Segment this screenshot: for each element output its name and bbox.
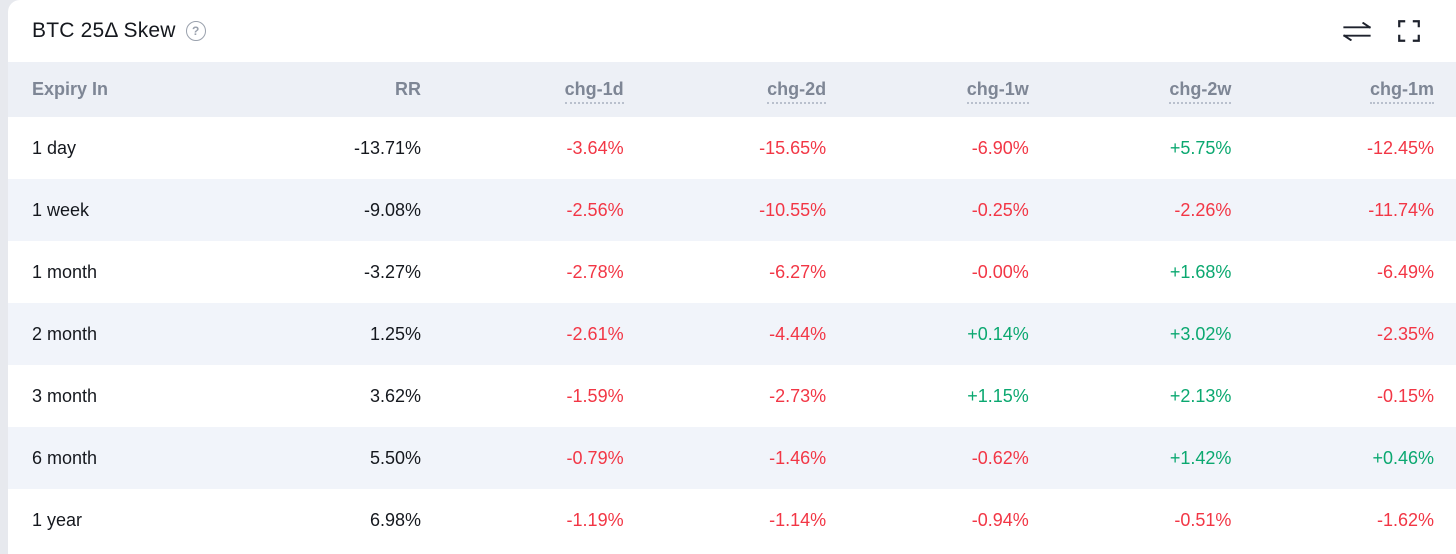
cell-chg-1d: -1.19% — [566, 509, 624, 530]
table-row: 1 week -9.08% -2.56% -10.55% -0.25% -2.2… — [8, 179, 1456, 241]
cell-rr: -9.08% — [363, 199, 421, 220]
table-row: 1 month -3.27% -2.78% -6.27% -0.00% +1.6… — [8, 241, 1456, 303]
table-row: 3 month 3.62% -1.59% -2.73% +1.15% +2.13… — [8, 365, 1456, 427]
page-title: BTC 25Δ Skew — [32, 19, 176, 42]
cell-chg-2w: +2.13% — [1169, 385, 1232, 406]
cell-chg-2w: +3.02% — [1169, 323, 1232, 344]
col-header-chg-1m-label[interactable]: chg-1m — [1369, 79, 1434, 104]
cell-rr: 6.98% — [369, 509, 421, 530]
cell-chg-2w: +5.75% — [1169, 137, 1232, 158]
cell-chg-2d: -2.73% — [769, 385, 827, 406]
col-header-chg-1m[interactable]: chg-1m — [1253, 62, 1456, 117]
cell-chg-2d: -15.65% — [759, 137, 827, 158]
cell-expiry: 2 month — [32, 323, 98, 344]
cell-chg-2d: -1.14% — [769, 509, 827, 530]
table-row: 6 month 5.50% -0.79% -1.46% -0.62% +1.42… — [8, 427, 1456, 489]
col-header-chg-2d-label[interactable]: chg-2d — [767, 79, 827, 104]
swap-icon[interactable] — [1342, 21, 1372, 41]
cell-chg-1w: -0.25% — [971, 199, 1029, 220]
cell-chg-1w: -6.90% — [971, 137, 1029, 158]
cell-chg-1w: +1.15% — [967, 385, 1029, 406]
cell-chg-1d: -0.79% — [566, 447, 624, 468]
cell-chg-1m: -1.62% — [1376, 509, 1434, 530]
cell-chg-2w: -2.26% — [1174, 199, 1232, 220]
cell-chg-1m: -6.49% — [1376, 261, 1434, 282]
col-header-chg-1d-label[interactable]: chg-1d — [564, 79, 624, 104]
col-header-rr: RR — [238, 62, 443, 117]
cell-rr: 1.25% — [369, 323, 421, 344]
skew-table: Expiry In RR chg-1d chg-2d chg-1w chg-2w… — [8, 62, 1456, 551]
skew-card: BTC 25Δ Skew ? — [8, 0, 1456, 554]
cell-chg-1d: -3.64% — [566, 137, 624, 158]
col-header-chg-2d[interactable]: chg-2d — [645, 62, 849, 117]
cell-expiry: 1 month — [32, 261, 98, 282]
help-icon[interactable]: ? — [185, 21, 206, 41]
cell-chg-1d: -2.78% — [566, 261, 624, 282]
cell-chg-1d: -1.59% — [566, 385, 624, 406]
col-header-expiry: Expiry In — [8, 62, 238, 117]
cell-chg-1w: -0.62% — [971, 447, 1029, 468]
table-row: 1 day -13.71% -3.64% -15.65% -6.90% +5.7… — [8, 117, 1456, 179]
cell-chg-2w: -0.51% — [1174, 509, 1232, 530]
cell-chg-2d: -10.55% — [759, 199, 827, 220]
cell-chg-1d: -2.61% — [566, 323, 624, 344]
title-wrap: BTC 25Δ Skew ? — [32, 19, 206, 43]
cell-chg-1m: -11.74% — [1368, 199, 1434, 220]
cell-chg-2d: -4.44% — [769, 323, 827, 344]
table-row: 1 year 6.98% -1.19% -1.14% -0.94% -0.51%… — [8, 489, 1456, 551]
cell-chg-1m: -2.35% — [1376, 323, 1434, 344]
table-row: 2 month 1.25% -2.61% -4.44% +0.14% +3.02… — [8, 303, 1456, 365]
cell-chg-1w: -0.00% — [971, 261, 1029, 282]
cell-expiry: 1 year — [32, 509, 83, 530]
col-header-chg-1d[interactable]: chg-1d — [443, 62, 646, 117]
cell-rr: -3.27% — [363, 261, 421, 282]
cell-expiry: 1 week — [32, 199, 90, 220]
fullscreen-icon[interactable] — [1398, 20, 1420, 42]
header-actions — [1342, 20, 1420, 42]
table-header-row: Expiry In RR chg-1d chg-2d chg-1w chg-2w… — [8, 62, 1456, 117]
col-header-chg-1w-label[interactable]: chg-1w — [966, 79, 1029, 104]
cell-chg-2w: +1.68% — [1169, 261, 1232, 282]
cell-expiry: 3 month — [32, 385, 98, 406]
cell-chg-1w: +0.14% — [967, 323, 1029, 344]
col-header-chg-1w[interactable]: chg-1w — [848, 62, 1051, 117]
cell-chg-2w: +1.42% — [1169, 447, 1232, 468]
cell-expiry: 6 month — [32, 447, 98, 468]
col-header-chg-2w[interactable]: chg-2w — [1050, 62, 1254, 117]
cell-chg-1d: -2.56% — [566, 199, 624, 220]
cell-rr: -13.71% — [353, 137, 421, 158]
cell-chg-1m: +0.46% — [1372, 447, 1434, 468]
cell-chg-1w: -0.94% — [971, 509, 1029, 530]
cell-rr: 5.50% — [369, 447, 421, 468]
cell-chg-1m: -12.45% — [1366, 137, 1434, 158]
card-header: BTC 25Δ Skew ? — [8, 0, 1456, 62]
cell-chg-2d: -6.27% — [769, 261, 827, 282]
col-header-chg-2w-label[interactable]: chg-2w — [1169, 79, 1232, 104]
cell-expiry: 1 day — [32, 137, 77, 158]
cell-rr: 3.62% — [369, 385, 421, 406]
cell-chg-2d: -1.46% — [769, 447, 827, 468]
cell-chg-1m: -0.15% — [1376, 385, 1434, 406]
